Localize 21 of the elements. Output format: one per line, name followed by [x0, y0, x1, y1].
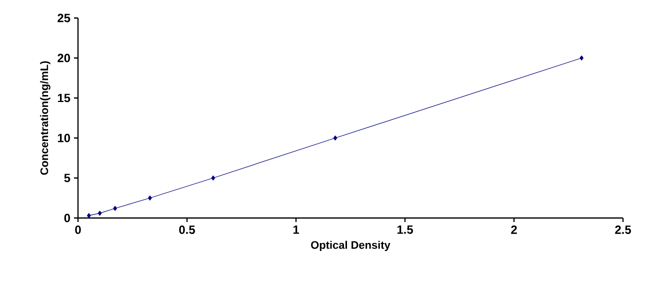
point	[211, 176, 216, 180]
y-tick-label: 10	[58, 134, 70, 142]
point	[333, 136, 338, 140]
x-tick-label: 2	[511, 226, 517, 234]
y-tick-label: 15	[58, 94, 70, 102]
x-tick-label: 1	[293, 226, 299, 234]
x-tick-label: 0	[75, 226, 81, 234]
y-tick-label: 5	[64, 174, 70, 182]
x-axis-title: Optical Density	[311, 240, 390, 252]
point	[113, 206, 118, 211]
x-tick-label: 1.5	[397, 226, 413, 234]
y-tick-label: 20	[58, 54, 70, 62]
point	[86, 213, 91, 218]
y-tick-label: 0	[64, 214, 70, 222]
x-tick-label: 0.5	[179, 226, 195, 234]
y-axis-title: Concentration(ng/mL)	[40, 61, 50, 175]
x-tick-label: 2.5	[615, 226, 631, 234]
y-tick-label: 25	[58, 14, 70, 22]
point	[580, 56, 584, 60]
point	[148, 196, 152, 200]
point	[98, 210, 102, 216]
